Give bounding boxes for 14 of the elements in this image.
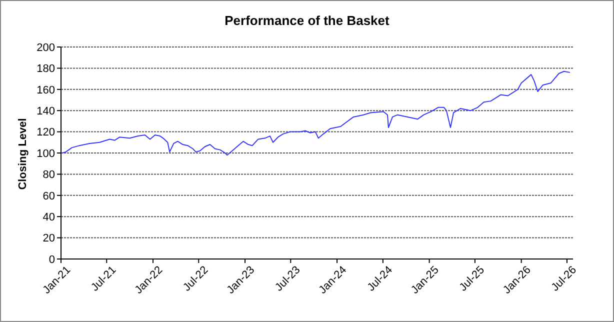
y-tick-label: 80	[42, 169, 55, 182]
y-tick-label: 60	[42, 190, 55, 202]
y-tick-label: 0	[48, 254, 55, 266]
y-tick-label: 120	[36, 126, 55, 139]
y-tick-label: 100	[36, 148, 55, 160]
y-tick-label: 160	[36, 84, 55, 96]
y-tick-label: 20	[42, 232, 55, 245]
chart-title: Performance of the Basket	[224, 13, 390, 28]
y-axis-title: Closing Level	[17, 118, 29, 190]
y-tick-label: 200	[36, 42, 55, 54]
y-tick-label: 140	[36, 106, 55, 118]
y-tick-label: 180	[36, 63, 55, 76]
line-series	[62, 70, 570, 156]
y-tick-label: 40	[42, 212, 55, 224]
